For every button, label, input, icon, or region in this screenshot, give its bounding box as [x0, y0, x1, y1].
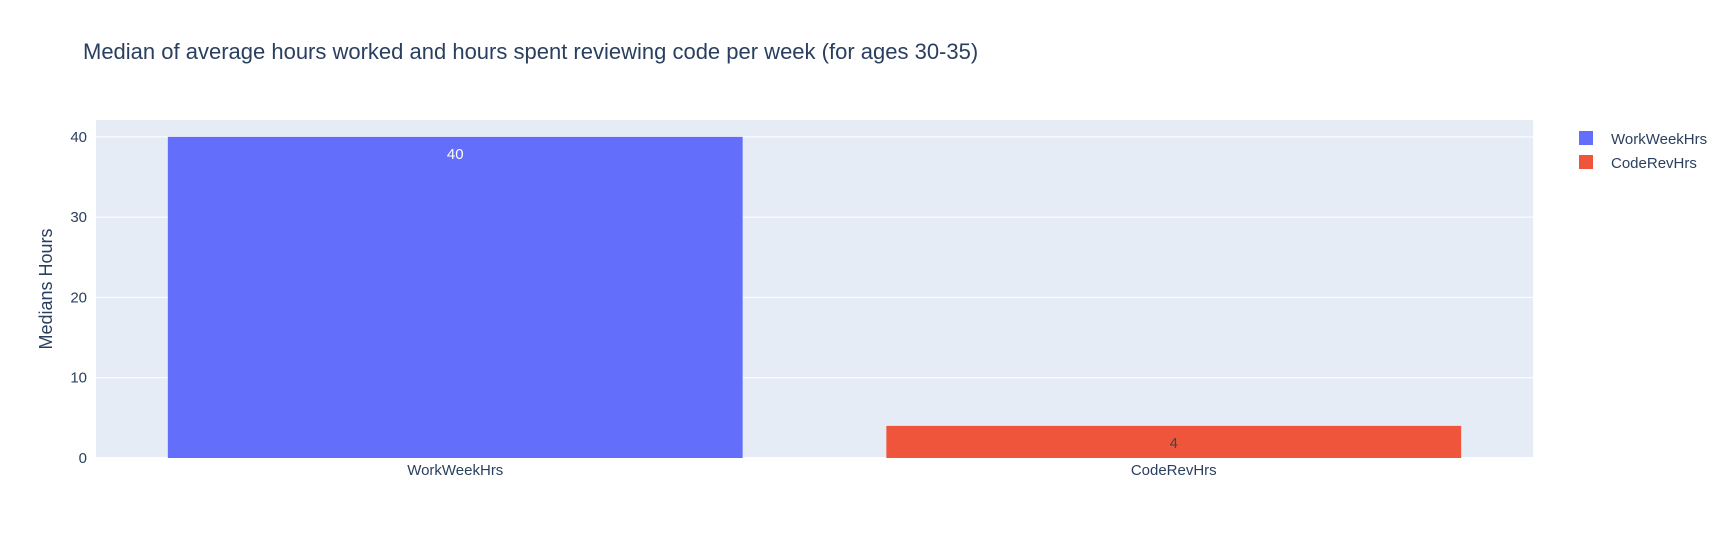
- y-tick-label: 0: [79, 450, 87, 467]
- legend-label: CodeRevHrs: [1611, 155, 1697, 172]
- legend-label: WorkWeekHrs: [1611, 131, 1707, 148]
- x-tick-label: WorkWeekHrs: [407, 462, 503, 479]
- y-tick-label: 40: [70, 129, 87, 146]
- legend: WorkWeekHrs CodeRevHrs: [1579, 131, 1707, 172]
- chart-title: Median of average hours worked and hours…: [83, 39, 978, 64]
- legend-swatch: [1579, 131, 1593, 145]
- bar-WorkWeekHrs: [167, 136, 743, 458]
- x-tick-label: CodeRevHrs: [1131, 462, 1217, 479]
- y-tick-label: 10: [70, 370, 87, 387]
- bar-data-label: 4: [1170, 435, 1178, 452]
- y-axis-ticks: 0 10 20 30 40: [70, 129, 87, 467]
- legend-swatch: [1579, 155, 1593, 169]
- data-labels: 40 4: [447, 146, 1178, 452]
- y-axis-title: Medians Hours: [36, 228, 56, 349]
- x-axis-ticks: WorkWeekHrs CodeRevHrs: [407, 462, 1217, 479]
- bar-data-label: 40: [447, 146, 464, 163]
- bars: [167, 136, 1462, 458]
- y-tick-label: 30: [70, 209, 87, 226]
- bar-CodeRevHrs: [886, 425, 1462, 458]
- y-tick-label: 20: [70, 289, 87, 306]
